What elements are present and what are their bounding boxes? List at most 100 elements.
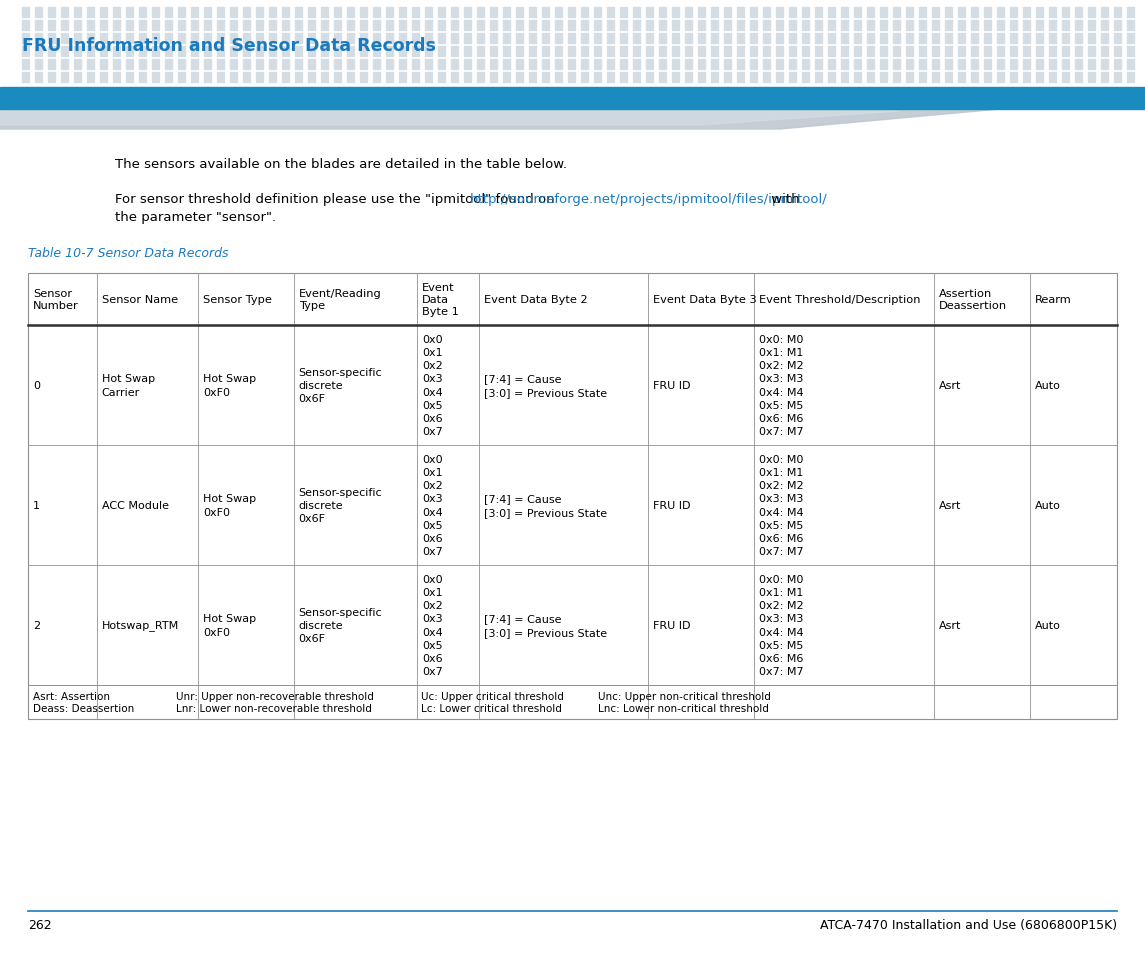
Bar [529, 73, 536, 83]
Bar [386, 34, 393, 44]
Bar [439, 60, 445, 70]
Bar [724, 47, 731, 57]
Bar [997, 34, 1004, 44]
Bar [139, 47, 147, 57]
Bar [1022, 73, 1030, 83]
Bar [660, 73, 666, 83]
Bar [815, 8, 822, 18]
Text: 0x0
0x1
0x2
0x3
0x4
0x5
0x6
0x7: 0x0 0x1 0x2 0x3 0x4 0x5 0x6 0x7 [421, 455, 442, 557]
Bar [881, 47, 887, 57]
Bar [1036, 21, 1043, 30]
Bar [750, 60, 757, 70]
Bar [516, 8, 523, 18]
Bar [177, 34, 185, 44]
Bar [87, 34, 94, 44]
Bar [230, 60, 237, 70]
Bar [932, 8, 939, 18]
Bar [984, 21, 992, 30]
Bar [490, 60, 497, 70]
Bar [282, 73, 289, 83]
Bar [412, 8, 419, 18]
Bar [594, 60, 601, 70]
Bar [568, 73, 575, 83]
Bar [503, 73, 510, 83]
Bar [386, 73, 393, 83]
Bar [516, 73, 523, 83]
Bar [503, 34, 510, 44]
Bar [177, 47, 185, 57]
Text: Asrt: Asrt [939, 500, 962, 511]
Bar [152, 8, 159, 18]
Bar [516, 47, 523, 57]
Bar [724, 34, 731, 44]
Bar [867, 73, 874, 83]
Bar [1127, 47, 1134, 57]
Bar [958, 47, 965, 57]
Bar [840, 8, 848, 18]
Bar [789, 8, 796, 18]
Bar [1010, 60, 1017, 70]
Bar [789, 21, 796, 30]
Bar [477, 73, 484, 83]
Bar [48, 60, 55, 70]
Text: ATCA-7470 Installation and Use (6806800P15K): ATCA-7470 Installation and Use (6806800P… [820, 919, 1118, 931]
Bar [737, 47, 744, 57]
Bar [347, 73, 354, 83]
Bar [218, 8, 224, 18]
Bar [1114, 60, 1121, 70]
Bar [256, 73, 263, 83]
Bar [1010, 21, 1017, 30]
Bar [789, 47, 796, 57]
Bar [672, 8, 679, 18]
Bar [35, 21, 42, 30]
Bar [308, 21, 315, 30]
Bar [451, 47, 458, 57]
Bar [347, 60, 354, 70]
Bar [607, 8, 614, 18]
Bar [22, 60, 29, 70]
Bar [1049, 60, 1056, 70]
Bar [789, 34, 796, 44]
Bar [1127, 8, 1134, 18]
Bar [295, 47, 302, 57]
Bar [165, 34, 172, 44]
Bar [828, 8, 835, 18]
Bar [763, 60, 769, 70]
Bar [22, 73, 29, 83]
Bar [334, 73, 341, 83]
Bar [61, 21, 68, 30]
Bar [1075, 47, 1082, 57]
Bar [619, 60, 627, 70]
Bar [48, 21, 55, 30]
Bar [763, 47, 769, 57]
Bar [724, 73, 731, 83]
Bar [958, 21, 965, 30]
Bar [308, 34, 315, 44]
Bar [126, 60, 133, 70]
Bar [919, 34, 926, 44]
Bar [854, 47, 861, 57]
Bar [282, 60, 289, 70]
Bar [685, 21, 692, 30]
Bar [373, 60, 380, 70]
Bar [191, 8, 198, 18]
Bar [191, 21, 198, 30]
Bar [633, 8, 640, 18]
Bar [893, 21, 900, 30]
Bar [191, 73, 198, 83]
Bar [906, 73, 913, 83]
Bar [633, 21, 640, 30]
Bar [1063, 60, 1069, 70]
Bar [177, 21, 185, 30]
Polygon shape [0, 110, 1000, 130]
Text: with: with [767, 193, 799, 206]
Bar [619, 8, 627, 18]
Bar [555, 60, 562, 70]
Bar [646, 34, 653, 44]
Bar [1049, 21, 1056, 30]
Bar [763, 34, 769, 44]
Bar [881, 60, 887, 70]
Text: Event
Data
Byte 1: Event Data Byte 1 [421, 283, 459, 316]
Bar [1063, 8, 1069, 18]
Bar [347, 47, 354, 57]
